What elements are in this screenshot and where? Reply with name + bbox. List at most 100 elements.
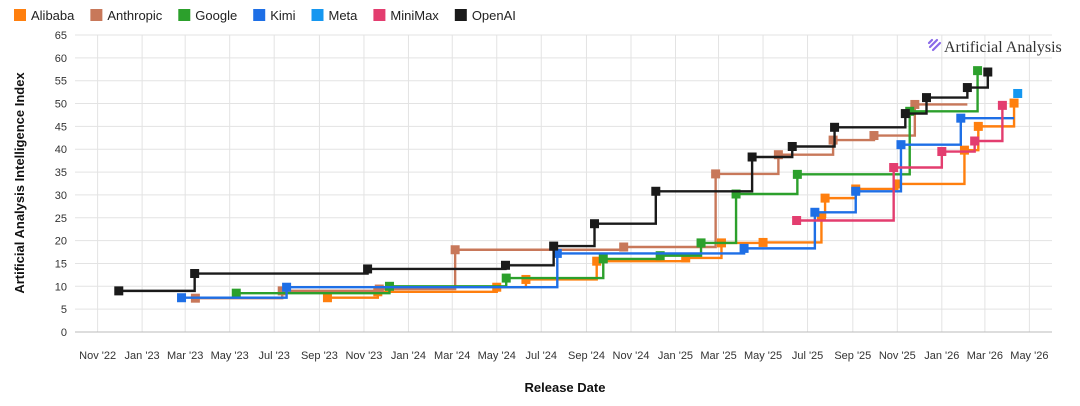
x-tick-label: Jan '25 [658, 350, 693, 362]
data-point-anthropic [450, 245, 460, 255]
legend-label: Alibaba [31, 8, 75, 23]
data-point-openai [190, 269, 200, 279]
y-tick-label: 45 [55, 121, 67, 133]
data-point-anthropic [374, 284, 384, 294]
data-point-anthropic [910, 99, 920, 109]
legend-item-anthropic: Anthropic [90, 8, 163, 23]
brand-name: Artificial Analysis [944, 39, 1062, 56]
x-axis-title: Release Date [525, 380, 606, 395]
data-point-meta [1013, 88, 1023, 98]
legend-item-alibaba: Alibaba [14, 8, 75, 23]
data-point-google [655, 251, 665, 261]
brand-logo: Artificial Analysis [927, 38, 1062, 56]
data-point-openai [922, 93, 932, 103]
x-tick-label: Mar '25 [700, 350, 736, 362]
series-google [231, 66, 983, 298]
y-tick-label: 60 [55, 53, 67, 65]
x-tick-label: May '24 [478, 350, 516, 362]
data-point-google [792, 169, 802, 179]
data-point-google [973, 66, 983, 76]
x-tick-label: Jan '24 [391, 350, 426, 362]
y-axis-title: Artificial Analysis Intelligence Index [12, 72, 27, 294]
x-tick-label: Sep '23 [301, 350, 338, 362]
legend-label: MiniMax [390, 8, 439, 23]
series-lines [114, 66, 1023, 303]
legend-swatch [253, 9, 266, 21]
legend-item-minimax: MiniMax [373, 8, 439, 23]
data-point-kimi [282, 282, 292, 292]
data-point-openai [651, 186, 661, 196]
data-point-alibaba [820, 193, 830, 203]
data-point-alibaba [592, 256, 602, 266]
data-point-anthropic [869, 131, 879, 141]
legend-label: Kimi [270, 8, 295, 23]
data-point-alibaba [816, 212, 826, 222]
y-tick-label: 35 [55, 167, 67, 179]
y-tick-label: 15 [55, 258, 67, 270]
data-point-alibaba [322, 293, 332, 303]
data-point-alibaba [758, 237, 768, 247]
data-point-alibaba [681, 253, 691, 263]
x-tick-label: Mar '23 [167, 350, 203, 362]
data-point-kimi [552, 248, 562, 258]
data-point-openai [590, 219, 600, 229]
data-point-openai [363, 264, 373, 274]
series-line-minimax [796, 105, 1004, 222]
y-tick-label: 0 [61, 327, 67, 339]
x-tick-label: Nov '25 [879, 350, 916, 362]
data-point-minimax [889, 163, 899, 173]
y-tick-label: 65 [55, 30, 67, 42]
data-point-anthropic [828, 135, 838, 145]
x-tick-label: Mar '26 [967, 350, 1003, 362]
legend-swatch [311, 9, 324, 21]
data-point-minimax [792, 216, 802, 226]
legend-label: Meta [329, 8, 359, 23]
legend-item-google: Google [178, 8, 237, 23]
data-point-kimi [896, 140, 906, 150]
data-point-google [501, 273, 511, 283]
legend-label: Anthropic [107, 8, 162, 23]
x-tick-label: Sep '24 [568, 350, 605, 362]
y-tick-label: 55 [55, 76, 67, 88]
y-tick-label: 10 [55, 281, 67, 293]
data-point-openai [787, 141, 797, 151]
legend-item-openai: OpenAI [454, 8, 516, 23]
x-tick-label: May '25 [744, 350, 782, 362]
series-line-anthropic [195, 103, 968, 300]
legend-swatch [454, 9, 467, 21]
data-point-google [696, 238, 706, 248]
data-point-kimi [739, 243, 749, 253]
data-point-openai [500, 260, 510, 270]
data-point-kimi [956, 113, 966, 123]
legend-item-kimi: Kimi [253, 8, 296, 23]
axes: 0 5 10 15 20 25 30 35 40 45 50 55 60 65 Nov '22 Jan '23… [55, 30, 1052, 362]
data-point-openai [983, 67, 993, 77]
y-tick-label: 20 [55, 236, 67, 248]
y-tick-label: 5 [61, 304, 67, 316]
legend-swatch [373, 9, 386, 21]
legend-swatch [90, 9, 103, 21]
data-point-kimi [177, 293, 187, 303]
legend-item-meta: Meta [311, 8, 359, 23]
series-minimax [792, 100, 1007, 226]
x-tick-label: Jul '23 [258, 350, 289, 362]
data-point-anthropic [711, 169, 721, 179]
series-openai [114, 67, 993, 296]
x-tick-label: Nov '23 [345, 350, 382, 362]
legend-label: OpenAI [472, 8, 516, 23]
legend-swatch [14, 9, 26, 21]
y-tick-label: 30 [55, 190, 67, 202]
data-point-google [598, 254, 608, 264]
x-tick-label: Mar '24 [434, 350, 470, 362]
x-tick-label: Jan '23 [125, 350, 160, 362]
x-tick-label: May '23 [211, 350, 249, 362]
series-line-openai [118, 72, 989, 293]
y-tick-label: 40 [55, 144, 67, 156]
data-point-anthropic [619, 242, 629, 252]
data-point-openai [962, 83, 972, 93]
legend: Alibaba Anthropic Google Kimi Meta MiniMax Ope… [14, 8, 516, 23]
data-point-openai [549, 241, 559, 251]
x-tick-label: Jul '25 [792, 350, 823, 362]
